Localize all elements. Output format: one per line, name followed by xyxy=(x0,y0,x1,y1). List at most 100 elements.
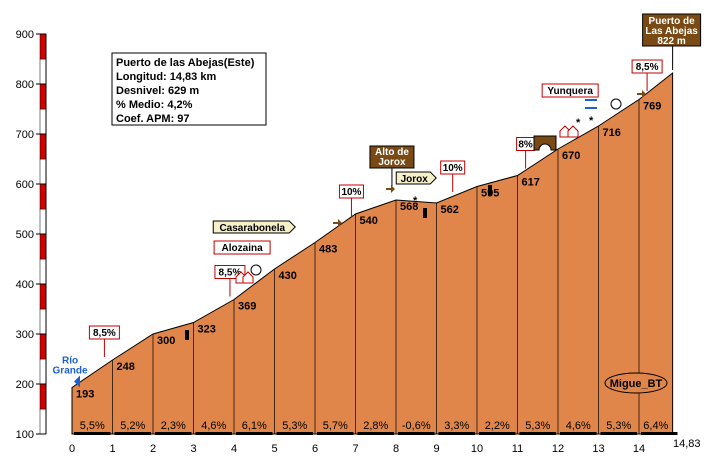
segment-slope-label: 3,3% xyxy=(444,420,469,432)
y-axis-strip-segment xyxy=(39,58,47,85)
segment-slope-label: 2,3% xyxy=(161,420,186,432)
pass-text: Jorox xyxy=(378,157,406,168)
max-slope-flag: 10% xyxy=(338,184,364,216)
altitude-label: 617 xyxy=(522,177,540,189)
altitude-label: 670 xyxy=(562,150,580,162)
summit-text: Las Abejas xyxy=(645,26,698,37)
segment-slope-label: 6,4% xyxy=(643,420,668,432)
place-text: Río xyxy=(62,356,78,367)
y-axis-strip-segment xyxy=(39,383,47,410)
slope-bar-segment xyxy=(317,432,354,435)
y-axis-ticks: 900 800 700 600 500 400 300 200 100 xyxy=(16,29,46,441)
slope-bar-segment xyxy=(357,432,394,435)
info-coefficient: Coef. APM: 97 xyxy=(116,113,190,125)
segment-slope-label: 5,5% xyxy=(80,420,105,432)
info-average-grade: % Medio: 4,2% xyxy=(116,99,193,111)
slope-bar-segment xyxy=(114,432,151,435)
y-tick-label: 600 xyxy=(16,179,34,191)
x-tick-label: 5 xyxy=(271,443,277,455)
segment-slope-label: -0,6% xyxy=(402,420,431,432)
info-signs-icon xyxy=(585,99,597,109)
slope-bar-segment xyxy=(195,432,232,435)
x-tick-label: 0 xyxy=(69,443,75,455)
summit-text: 822 m xyxy=(657,36,685,47)
star-icon: * xyxy=(576,117,581,129)
flag-text: 8,5% xyxy=(636,62,659,73)
altitude-label: 193 xyxy=(76,389,94,401)
segment-slope-label: 2,8% xyxy=(363,420,388,432)
signpost-text: Jorox xyxy=(401,174,429,185)
x-tick-label: 10 xyxy=(471,443,483,455)
altitude-label: 483 xyxy=(319,244,337,256)
y-axis-strip-segment xyxy=(39,283,47,310)
flag-text: 10% xyxy=(443,163,463,174)
y-tick-label: 100 xyxy=(16,429,34,441)
y-axis-strip-segment xyxy=(39,33,47,60)
altitude-label: 716 xyxy=(603,127,621,139)
signpost-text: Casarabonela xyxy=(219,223,285,234)
x-tick-label: 9 xyxy=(433,443,439,455)
signpost-box xyxy=(212,220,296,234)
max-slope-flags: 8,5% 8,5% 10% 10% 8% 8,5% xyxy=(88,59,663,357)
y-tick-label: 700 xyxy=(16,129,34,141)
y-axis-strip-segment xyxy=(39,208,47,235)
max-slope-flag: 8,5% xyxy=(88,325,120,357)
marker-icon xyxy=(488,185,492,195)
altitude-labels: 1932483003233694304835405685625956176707… xyxy=(76,101,661,401)
segment-slope-label: 4,6% xyxy=(566,420,591,432)
decorative-icons: * * * xyxy=(185,90,646,340)
marker-icon xyxy=(423,208,427,218)
flag-text: 8,5% xyxy=(93,328,116,339)
slope-bar-segment xyxy=(560,432,597,435)
slope-bar-segment xyxy=(519,432,556,435)
x-tick-label: 13 xyxy=(592,443,604,455)
segment-slope-label: 5,3% xyxy=(606,420,631,432)
y-axis-strip-segment xyxy=(39,358,47,385)
x-tick-label: 1 xyxy=(109,443,115,455)
max-slope-flag: 8,5% xyxy=(631,59,663,91)
segment-slope-label: 5,2% xyxy=(120,420,145,432)
direction-arrow-icon xyxy=(637,90,646,98)
slope-bar-segment xyxy=(600,432,637,435)
x-tick-label: 4 xyxy=(231,443,237,455)
max-slope-flag: 10% xyxy=(440,160,466,192)
segment-slope-label: 5,7% xyxy=(323,420,348,432)
y-axis-strip-segment xyxy=(39,233,47,260)
slope-bar-segment xyxy=(74,432,111,435)
town-text: Yunquera xyxy=(547,86,593,97)
x-tick-label: 7 xyxy=(352,443,358,455)
x-tick-label: 12 xyxy=(552,443,564,455)
y-tick-label: 900 xyxy=(16,29,34,41)
altitude-label: 540 xyxy=(360,215,378,227)
place-label: Yunquera xyxy=(541,83,599,98)
info-title: Puerto de las Abejas(Este) xyxy=(116,57,255,69)
summit-text: Puerto de xyxy=(649,16,696,27)
slope-bar-segment xyxy=(398,432,435,435)
place-label: Casarabonela xyxy=(212,220,296,234)
slope-bar-segment xyxy=(155,432,192,435)
altitude-label: 568 xyxy=(400,201,418,213)
info-length: Longitud: 14,83 km xyxy=(116,71,216,83)
y-axis-strip-segment xyxy=(39,333,47,360)
y-axis-strip-segment xyxy=(39,183,47,210)
place-label: Jorox xyxy=(395,171,437,185)
house-icon xyxy=(242,271,254,284)
star-icon: * xyxy=(413,195,418,207)
altitude-label: 300 xyxy=(157,335,175,347)
marker-icon xyxy=(185,330,189,340)
fountain-icon xyxy=(610,98,622,110)
slope-bar-segment xyxy=(641,432,678,435)
flag-text: 8% xyxy=(518,140,533,151)
town-box xyxy=(541,83,599,98)
author-oval xyxy=(604,372,668,394)
y-tick-label: 400 xyxy=(16,279,34,291)
place-label: Alozaina xyxy=(213,240,271,255)
summit-box xyxy=(642,13,702,47)
slope-bar-segment xyxy=(438,432,475,435)
fountain-icon xyxy=(250,264,262,276)
x-tick-label: 6 xyxy=(312,443,318,455)
